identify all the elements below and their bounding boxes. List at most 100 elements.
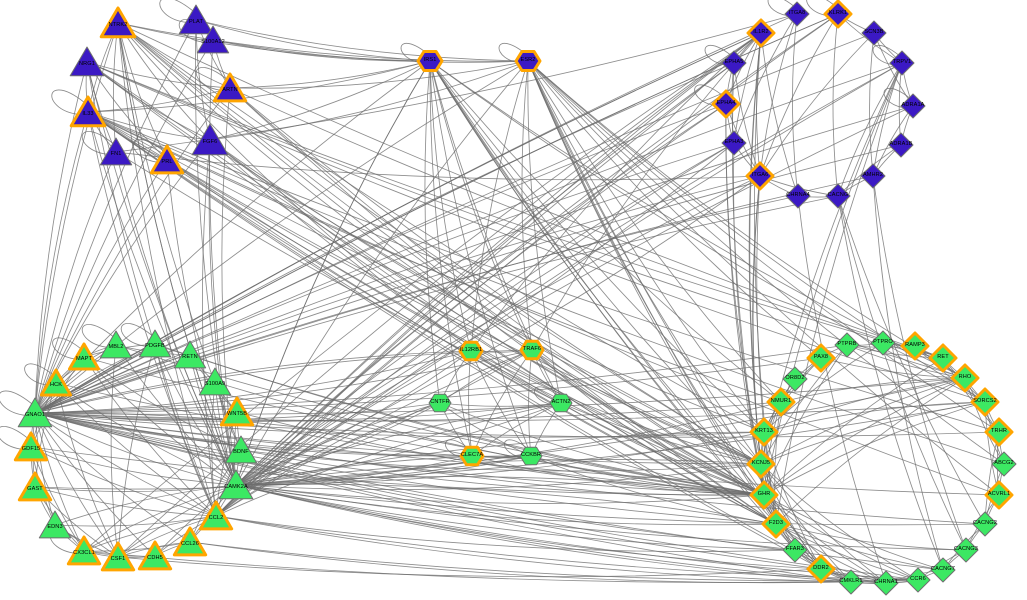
graph-node-abcg2[interactable]: ABCG2: [987, 447, 1021, 481]
graph-node-nrg1[interactable]: NRG1: [67, 42, 107, 82]
graph-node-adra1a[interactable]: ADRA1A: [896, 89, 930, 123]
graph-node-gnao1[interactable]: GNAO1: [15, 393, 55, 433]
diamond-icon: [930, 557, 956, 583]
graph-node-cacng[interactable]: CACNG: [821, 179, 855, 213]
triangle-icon: [67, 342, 101, 371]
triangle-icon: [138, 329, 172, 358]
graph-node-epha5[interactable]: EPHA5: [717, 46, 751, 80]
triangle-icon: [39, 368, 73, 397]
graph-node-itga6[interactable]: ITGA6: [742, 158, 778, 194]
diamond-icon: [784, 1, 810, 27]
graph-node-artn[interactable]: ARTN: [211, 69, 249, 107]
graph-node-cmklr1[interactable]: CMKLR1: [834, 565, 868, 599]
triangle-icon: [99, 6, 137, 39]
diamond-icon: [785, 183, 811, 209]
hexagon-icon: [459, 445, 485, 467]
diamond-icon: [970, 387, 1000, 417]
diamond-icon: [721, 130, 747, 156]
graph-node-adra1b[interactable]: ADRA1B: [884, 128, 918, 162]
triangle-icon: [178, 4, 214, 35]
triangle-icon: [224, 435, 258, 464]
triangle-icon: [137, 540, 173, 571]
triangle-icon: [219, 396, 255, 427]
hexagon-icon: [428, 393, 452, 413]
diamond-icon: [870, 330, 896, 356]
graph-node-mbl2[interactable]: MBL2: [97, 326, 135, 364]
graph-node-pdgfb[interactable]: PDGFB: [136, 325, 174, 363]
diamond-icon: [746, 449, 776, 479]
graph-node-traf6[interactable]: TRAF6: [516, 334, 548, 366]
triangle-icon: [172, 526, 208, 557]
triangle-icon: [99, 330, 133, 359]
hexagon-icon: [549, 393, 573, 413]
graph-node-clec7a[interactable]: CLEC7A: [456, 440, 488, 472]
graph-node-trpv1[interactable]: TRPV1: [885, 46, 919, 80]
diamond-icon: [991, 451, 1017, 477]
diamond-icon: [950, 363, 980, 393]
diamond-icon: [889, 50, 915, 76]
graph-node-epha3[interactable]: EPHA3: [717, 126, 751, 160]
graph-node-chrna1[interactable]: CHRNA1: [869, 566, 903, 600]
graph-node-scn3b[interactable]: SCN3B: [857, 16, 891, 50]
graph-node-krt13[interactable]: KRT13: [746, 414, 782, 450]
graph-node-amhr2[interactable]: AMHR2: [856, 159, 890, 193]
graph-node-cckbr[interactable]: CCKBR: [515, 440, 547, 472]
graph-node-gdf15[interactable]: GDF15: [12, 428, 50, 466]
graph-node-s100a12[interactable]: S100A12: [194, 21, 232, 59]
diamond-icon: [888, 132, 914, 158]
graph-node-ntrk2[interactable]: NTRK2: [98, 3, 138, 43]
graph-node-itga8[interactable]: ITGA8: [780, 0, 814, 31]
diamond-icon: [749, 480, 779, 510]
triangle-icon: [17, 397, 53, 428]
triangle-icon: [196, 25, 230, 54]
graph-node-actn2[interactable]: ACTN2: [545, 387, 577, 419]
graph-node-klrk1[interactable]: KLRK1: [820, 0, 856, 32]
triangle-icon: [69, 95, 107, 128]
graph-node-cx3cl1[interactable]: CX3CL1: [65, 532, 103, 570]
diamond-icon: [761, 509, 791, 539]
graph-node-trhr[interactable]: TRHR: [981, 414, 1017, 450]
graph-node-bdnf[interactable]: BDNF: [222, 431, 260, 469]
graph-node-il33[interactable]: IL33: [68, 92, 108, 132]
graph-node-cntfr[interactable]: CNTFR: [424, 387, 456, 419]
diamond-icon: [984, 480, 1014, 510]
graph-node-prl[interactable]: PRL: [148, 141, 186, 179]
graph-node-epha4[interactable]: EPHA4: [708, 86, 744, 122]
diamond-icon: [984, 417, 1014, 447]
hexagon-icon: [416, 49, 444, 73]
graph-node-fn1[interactable]: FN1: [97, 133, 135, 171]
diamond-icon: [873, 570, 899, 596]
graph-node-irs1[interactable]: IRS1: [413, 44, 447, 78]
triangle-icon: [69, 46, 105, 77]
diamond-icon: [838, 569, 864, 595]
triangle-icon: [99, 137, 133, 166]
diamond-icon: [782, 366, 808, 392]
diamond-icon: [806, 343, 836, 373]
diamond-icon: [928, 343, 958, 373]
diamond-icon: [746, 18, 776, 48]
graph-node-wnt5b[interactable]: WNT5B: [218, 393, 256, 431]
triangle-icon: [198, 367, 232, 396]
triangle-icon: [149, 144, 185, 175]
graph-node-ptpro[interactable]: PTPRO: [866, 326, 900, 360]
graph-node-chrna4[interactable]: CHRNA4: [781, 179, 815, 213]
triangle-icon: [13, 431, 49, 462]
triangle-icon: [191, 123, 229, 156]
triangle-icon: [198, 500, 234, 531]
graph-node-esr2[interactable]: ESR2: [511, 44, 545, 78]
diamond-icon: [834, 332, 860, 358]
graph-node-csf1[interactable]: CSF1: [99, 538, 137, 576]
graph-node-cdh5[interactable]: CDH5: [136, 537, 174, 575]
triangle-icon: [66, 535, 102, 566]
diamond-icon: [900, 93, 926, 119]
hexagon-icon: [519, 339, 545, 361]
hexagon-icon: [519, 446, 543, 466]
graph-node-ccl26[interactable]: CCL26: [171, 523, 209, 561]
diamond-icon: [825, 183, 851, 209]
graph-node-fgf6[interactable]: FGF6: [189, 119, 231, 161]
graph-node-ccr6[interactable]: CCR6: [901, 563, 935, 597]
graph-node-il12rb1[interactable]: IL12RB1: [455, 335, 487, 367]
graph-node-gast[interactable]: GAST: [16, 468, 54, 506]
